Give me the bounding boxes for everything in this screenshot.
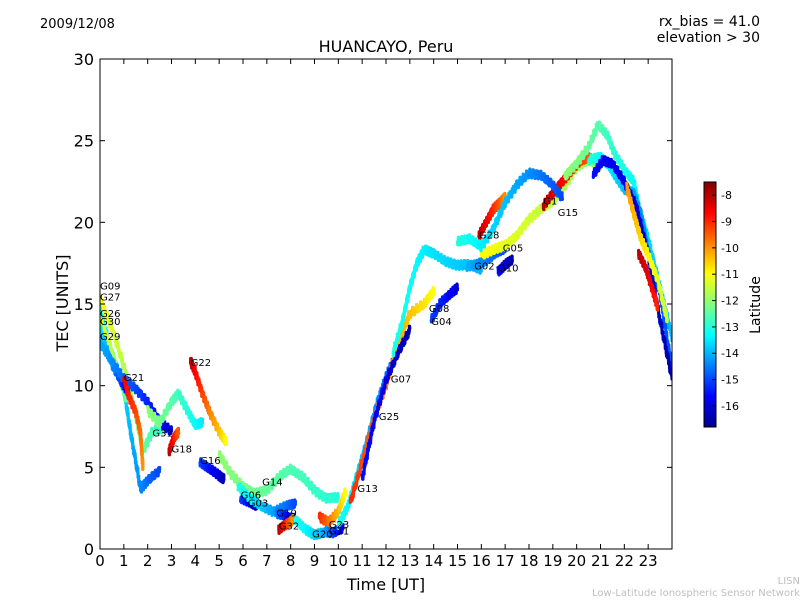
series-G18 bbox=[167, 426, 181, 457]
date-label: 2009/12/08 bbox=[40, 17, 115, 32]
series-G07 bbox=[360, 324, 412, 481]
x-axis-label: Time [UT] bbox=[346, 575, 425, 594]
series-G10 bbox=[496, 254, 514, 277]
plot-data bbox=[100, 120, 672, 541]
y-axis-label: TEC [UNITS] bbox=[53, 255, 72, 353]
footer-credit: LISN Low-Latitude Ionospheric Sensor Net… bbox=[592, 576, 800, 600]
footer-network: Low-Latitude Ionospheric Sensor Network bbox=[592, 588, 800, 599]
chart-title: HUANCAYO, Peru bbox=[319, 37, 454, 56]
series-G22 bbox=[189, 356, 228, 447]
series-G20 bbox=[293, 515, 326, 541]
series-G16 bbox=[198, 457, 226, 485]
colorbar-label: Latitude bbox=[748, 276, 764, 334]
series-G23 bbox=[317, 487, 348, 528]
rx-bias-label: rx_bias = 41.0 bbox=[658, 14, 760, 30]
series-G04 bbox=[429, 282, 460, 324]
series-G14 bbox=[217, 450, 340, 504]
series-G31 bbox=[146, 388, 205, 431]
series-G32 bbox=[277, 514, 295, 535]
series-G03 bbox=[236, 482, 297, 518]
footer-lisn: LISN bbox=[777, 576, 800, 587]
series-G21 bbox=[122, 375, 145, 471]
elevation-label: elevation > 30 bbox=[656, 30, 760, 46]
bias-info: rx_bias = 41.0 elevation > 30 bbox=[657, 14, 760, 46]
